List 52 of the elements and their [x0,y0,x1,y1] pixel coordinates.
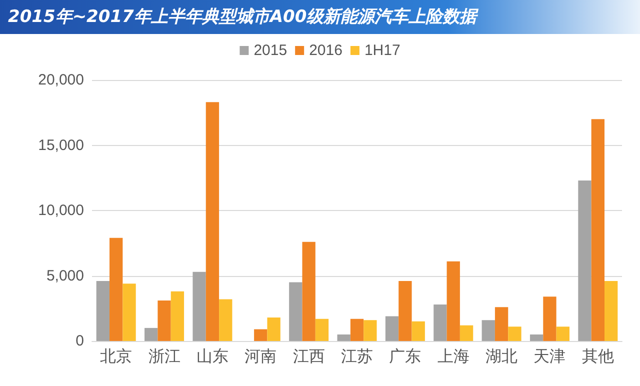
x-tick-label: 江西 [292,348,325,366]
x-tick-label: 天津 [534,348,566,366]
bar [446,261,460,341]
x-tick-label: 北京 [100,348,132,366]
legend-label: 2015 [254,42,288,59]
y-tick-label: 10,000 [38,202,84,219]
bar [110,238,123,341]
bar [543,296,556,341]
legend-label: 2016 [309,42,342,59]
x-tick-label: 其他 [582,348,614,366]
bar [482,320,495,341]
bar [398,280,412,341]
x-tick-label: 浙江 [148,348,180,366]
bar [315,318,329,341]
bar [267,318,280,341]
bar [192,272,206,341]
x-tick-label: 广东 [389,348,422,366]
y-tick-label: 15,000 [38,136,84,154]
bar [604,280,618,341]
bar [122,284,136,341]
x-tick-label: 湖北 [486,348,518,366]
bar [96,280,110,341]
bar [530,334,544,341]
bar [337,334,350,341]
x-tick-label: 江苏 [341,348,373,366]
legend-label: 1H17 [364,42,400,59]
bar [508,326,522,341]
bar [591,119,604,341]
bar [302,242,316,341]
bar [158,300,171,341]
y-tick-label: 5,000 [46,267,84,284]
bar [460,325,474,341]
bar [434,304,447,341]
x-tick-label: 河南 [244,348,277,366]
x-tick-label: 山东 [196,348,228,366]
bar [206,102,220,341]
x-tick-label: 上海 [437,348,470,366]
bar [412,321,425,341]
bar [556,326,570,341]
y-tick-label: 0 [76,332,84,350]
chart-title: 2015年~2017年上半年典型城市A00级新能源汽车上险数据 [0,0,640,34]
bar [289,282,302,341]
bar [364,320,377,341]
bar [254,329,268,341]
bar [578,180,592,341]
bar [144,328,158,341]
bar [385,316,399,341]
y-tick-label: 20,000 [38,72,84,88]
bar [170,291,184,341]
bar [350,318,364,341]
bar [219,299,232,341]
bar [494,307,508,341]
